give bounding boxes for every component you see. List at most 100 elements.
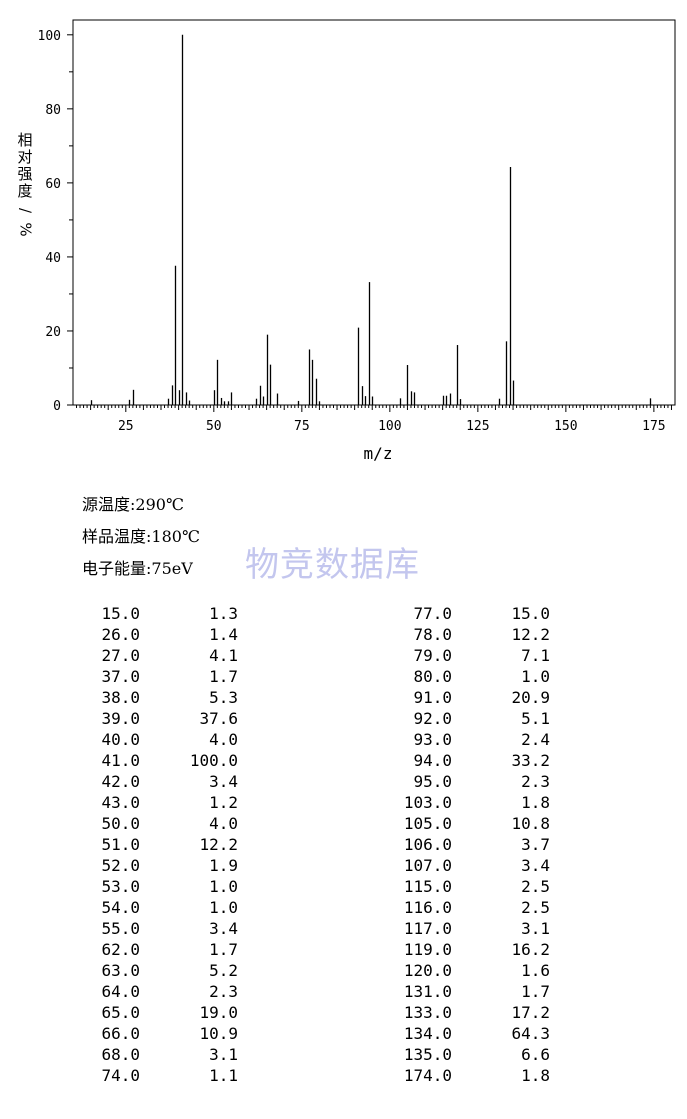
mz-value: 15.0 [101,604,140,623]
intensity-value: 1.0 [521,667,550,686]
intensity-value: 2.3 [209,982,238,1001]
intensity-value: 6.6 [521,1045,550,1064]
y-axis-label: 相对强度 /% [14,132,36,238]
mz-value: 80.0 [413,667,452,686]
intensity-value: 2.4 [521,730,550,749]
intensity-value: 1.1 [209,1066,238,1085]
intensity-value: 2.3 [521,772,550,791]
mz-value: 65.0 [101,1003,140,1022]
mz-value: 115.0 [403,877,452,896]
mz-value: 133.0 [403,1003,452,1022]
intensity-value: 5.1 [521,709,550,728]
intensity-value: 7.1 [521,646,550,665]
mz-value: 62.0 [101,940,140,959]
mz-value: 106.0 [403,835,452,854]
intensity-value: 37.6 [199,709,238,728]
source-temperature: 源温度:290℃ [82,492,200,524]
intensity-value: 5.3 [209,688,238,707]
mz-value: 39.0 [101,709,140,728]
mz-value: 79.0 [413,646,452,665]
y-axis-label-char: 相 [17,131,33,149]
mz-value: 117.0 [403,919,452,938]
intensity-value: 1.8 [521,1066,550,1085]
intensity-value: 1.6 [521,961,550,980]
mz-value: 68.0 [101,1045,140,1064]
intensity-value: 10.9 [199,1024,238,1043]
mz-value: 174.0 [403,1066,452,1085]
intensity-value: 2.5 [521,898,550,917]
mz-value: 26.0 [101,625,140,644]
mz-value: 27.0 [101,646,140,665]
y-tick-label: 80 [45,103,61,118]
intensity-value: 1.0 [209,898,238,917]
x-tick-label: 75 [294,419,310,434]
intensity-value: 20.9 [511,688,550,707]
intensity-value: 3.4 [209,772,238,791]
intensity-value: 1.7 [209,940,238,959]
intensity-value: 1.7 [209,667,238,686]
mz-value: 116.0 [403,898,452,917]
mz-value: 78.0 [413,625,452,644]
mz-value: 74.0 [101,1066,140,1085]
mz-value: 37.0 [101,667,140,686]
plot-frame [72,19,676,406]
mz-value: 77.0 [413,604,452,623]
mz-value: 91.0 [413,688,452,707]
mz-value: 63.0 [101,961,140,980]
intensity-value: 2.5 [521,877,550,896]
intensity-value: 4.0 [209,814,238,833]
intensity-value: 10.8 [511,814,550,833]
mz-value: 53.0 [101,877,140,896]
electron-energy-label: 电子能量: [82,559,152,578]
x-tick-label: 50 [206,419,222,434]
mz-value: 54.0 [101,898,140,917]
mz-value: 42.0 [101,772,140,791]
sample-temperature-label: 样品温度: [82,527,152,546]
source-temperature-value: 290℃ [135,495,184,514]
mz-value: 103.0 [403,793,452,812]
sample-temperature: 样品温度:180℃ [82,524,200,556]
mz-value: 64.0 [101,982,140,1001]
mz-value: 93.0 [413,730,452,749]
intensity-value: 1.8 [521,793,550,812]
intensity-value: 64.3 [511,1024,550,1043]
intensity-value: 1.2 [209,793,238,812]
mz-value: 43.0 [101,793,140,812]
intensity-value: 100.0 [189,751,238,770]
intensity-value: 15.0 [511,604,550,623]
mz-value: 52.0 [101,856,140,875]
intensity-value: 1.4 [209,625,238,644]
mz-value: 94.0 [413,751,452,770]
instrument-parameters: 源温度:290℃ 样品温度:180℃ 电子能量:75eV [82,492,200,588]
mz-value: 92.0 [413,709,452,728]
y-axis-label-char: 对 [17,148,33,166]
mz-value: 134.0 [403,1024,452,1043]
intensity-value: 19.0 [199,1003,238,1022]
intensity-value: 12.2 [511,625,550,644]
mz-value: 107.0 [403,856,452,875]
intensity-value: 1.0 [209,877,238,896]
intensity-value: 1.9 [209,856,238,875]
mz-value: 119.0 [403,940,452,959]
intensity-value: 3.1 [521,919,550,938]
x-tick-label: 150 [554,419,577,434]
mz-value: 135.0 [403,1045,452,1064]
intensity-value: 1.7 [521,982,550,1001]
mz-value: 120.0 [403,961,452,980]
sample-temperature-value: 180℃ [151,527,200,546]
y-tick-label: 60 [45,177,61,192]
mz-value: 95.0 [413,772,452,791]
electron-energy-value: 75eV [151,559,193,578]
x-tick-label: 125 [466,419,489,434]
mz-value: 66.0 [101,1024,140,1043]
y-axis-label-char: 度 [17,182,33,200]
intensity-value: 5.2 [209,961,238,980]
y-tick-label: 40 [45,251,61,266]
intensity-value: 4.1 [209,646,238,665]
intensity-value: 12.2 [199,835,238,854]
intensity-value: 1.3 [209,604,238,623]
mz-value: 105.0 [403,814,452,833]
mz-value: 131.0 [403,982,452,1001]
source-temperature-label: 源温度: [82,495,136,514]
mz-value: 41.0 [101,751,140,770]
